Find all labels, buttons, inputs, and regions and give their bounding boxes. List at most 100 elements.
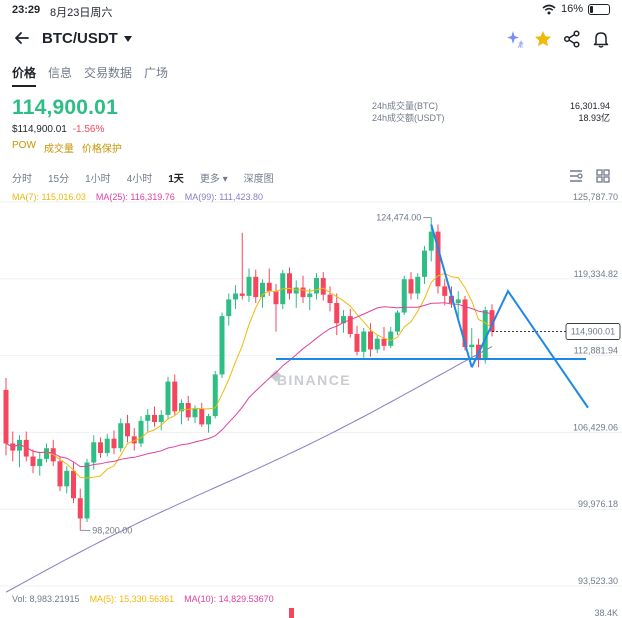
price-change: -1.56% [72,124,105,135]
star-icon[interactable] [533,29,553,49]
status-time: 23:29 [12,4,41,16]
wifi-icon [542,4,556,14]
tab-3[interactable]: 广场 [144,66,169,80]
interval-3[interactable]: 4小时 [126,174,153,185]
stats-values: 16,301.94 18.93亿 [570,100,610,124]
share-icon[interactable] [562,29,582,49]
layout-grid-icon[interactable] [595,168,611,184]
vol-legend-item-0: Vol: 8,983.21915 [12,594,80,604]
interval-bar: 分时 15分 1小时 4小时 1天 更多 ▾ 深度图 [12,170,274,185]
candle-body [98,442,103,453]
candle-body [374,338,380,350]
battery-percent: 16% [560,3,583,15]
current-price-box [565,323,621,340]
caret-down-icon [123,35,132,42]
candle-body [422,250,427,277]
more-caret-icon: ▾ [219,174,228,185]
battery-icon [588,3,610,15]
header: BTC/USDT AI [0,22,622,58]
candle-body [253,276,259,298]
ma-legend-item-2: MA(99): 111,423.80 [184,192,263,202]
tag-1[interactable]: 成交量 [43,144,74,155]
pair-selector[interactable]: BTC/USDT [42,30,132,47]
candle-body [145,414,151,421]
ma25-line [5,302,493,468]
status-date: 8月23日周六 [50,7,113,19]
candle-body [395,312,400,332]
candlestick-chart[interactable]: 125,787.70 119,334.82 112,881.94 106,429.06… [0,188,622,618]
indicator-settings-icon[interactable] [568,168,584,184]
interval-1[interactable]: 15分 [48,174,70,185]
tab-bar: 价格 信息 交易数据 广场 [12,64,168,87]
interval-5[interactable]: 更多 [199,174,220,185]
candle-body [30,456,36,467]
candle-body [455,299,461,304]
volume-axis-label: 38.4K [594,608,618,618]
back-arrow-icon[interactable] [12,28,32,48]
price-sub: $114,900.01 -1.56% [12,124,104,135]
y-axis-tick: 106,429.06 [573,422,618,432]
candle-body [165,381,171,415]
tag-list: POW 成交量 价格保护 [12,140,122,155]
vol-btc-value: 16,301.94 [569,101,610,111]
tab-2[interactable]: 交易数据 [84,66,133,80]
candle-body [37,458,43,467]
tag-2[interactable]: 价格保护 [81,144,122,155]
candle-body [179,402,184,412]
candle-body [401,279,407,313]
candle-body [226,299,232,317]
candle-body [84,462,90,519]
candle-body [71,470,76,499]
candle-body [91,442,97,463]
candle-body [125,423,130,437]
tab-0[interactable]: 价格 [12,64,37,87]
candle-body [212,374,218,417]
candle-body [469,344,475,348]
trend-line-down [430,224,473,368]
candle-body [131,436,137,444]
y-axis-tick: 99,976.18 [578,499,618,509]
interval-2[interactable]: 1小时 [85,174,111,185]
y-axis-tick: 112,881.94 [574,346,618,356]
candle-body [77,498,83,519]
tag-0[interactable]: POW [12,140,36,151]
candle-body [219,316,225,375]
candle-body [199,408,205,425]
interval-more-wrapper[interactable]: 更多 ▾ [200,170,228,185]
candle-body [462,299,468,348]
candle-body [341,316,346,324]
status-right: 16% [542,3,610,15]
tab-1[interactable]: 信息 [48,66,73,80]
ma-legend-item-0: MA(7): 115,016.03 [12,192,86,202]
candle-body [408,279,414,294]
candle-body [388,331,394,346]
vol-legend-item-1: MA(5): 15,330.56361 [89,594,175,604]
candle-body [428,231,434,251]
candle-body [347,316,353,334]
y-axis-tick: 119,334.82 [574,269,618,279]
interval-6[interactable]: 深度图 [243,174,274,185]
svg-text:AI: AI [518,44,523,49]
candle-body [138,420,144,444]
binance-watermark: BINANCE [277,372,351,388]
candle-body [260,282,265,298]
candle-body [192,408,198,418]
candle-body [368,331,373,350]
vol-btc-label: 24h成交量(BTC) [372,101,439,111]
last-price: 114,900.01 [12,96,118,119]
candle-body [293,287,299,294]
candle-body [233,293,238,300]
interval-0[interactable]: 分时 [12,174,32,185]
candle-body [57,461,63,487]
candle-body [23,439,29,457]
battery-level [590,5,593,13]
status-bar: 23:29 8月23日周六 16% [0,0,622,22]
candle-body [185,402,191,418]
candle-body [206,416,211,425]
bell-icon[interactable] [591,29,611,49]
ai-sparkle-icon[interactable]: AI [506,29,526,49]
candle-body [381,338,387,346]
volume-bar [289,608,294,618]
binance-logo-icon [270,370,282,382]
interval-4[interactable]: 1天 [168,174,184,185]
